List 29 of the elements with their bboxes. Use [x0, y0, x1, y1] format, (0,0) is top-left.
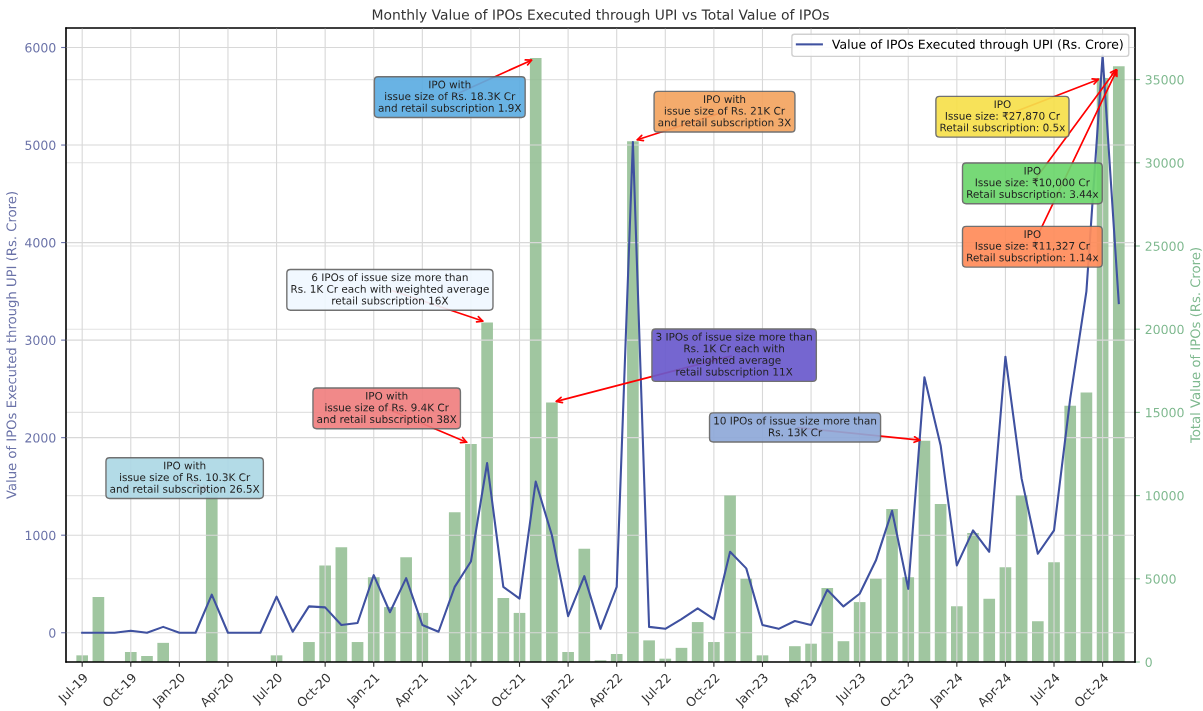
annotation: IPO with issue size of Rs. 10.3K Cr and retail subscription 26.5X	[110, 461, 260, 495]
y2-tick-label: 30000	[1145, 158, 1184, 168]
y-tick-label: 2000	[25, 433, 56, 443]
annotation: IPO Issue size: ₹10,000 Cr Retail subscription: 3.44x	[967, 166, 1099, 201]
y2-tick-label: 20000	[1145, 324, 1184, 335]
annotation: IPO with issue size of Rs. 9.4K Cr and retail subscription 38X	[317, 391, 457, 426]
annotation: IPO Issue size: ₹27,870 Cr Retail subscription: 0.5x	[940, 100, 1066, 134]
annotation: IPO with issue size of Rs. 21K Cr and retail subscription 3X	[658, 94, 791, 129]
annotation: IPO with issue size of Rs. 18.3K Cr and retail subscription 1.9X	[378, 80, 522, 114]
y2-tick-label: 35000	[1145, 75, 1184, 85]
y2-tick-label: 15000	[1146, 407, 1184, 418]
y-tick-label: 5000	[25, 140, 56, 150]
annotation: 3 IPOs of issue size more than Rs. 1K Cr each with weighted average retail subscription 11X	[656, 332, 812, 378]
y-tick-label: 6000	[25, 42, 56, 53]
y2-tick-label: 5000	[1145, 574, 1176, 584]
y-tick-label: 0	[49, 628, 56, 638]
y2-tick-label: 25000	[1145, 241, 1184, 251]
annotation: 6 IPOs of issue size more than Rs. 1K Cr each with weighted average retail subscription 16X	[291, 273, 489, 307]
y2-tick-label: 0	[1145, 657, 1152, 667]
y2-axis-title: Total Value of IPOs (Rs. Crore)	[1190, 248, 1202, 444]
y2-tick-label: 10000	[1146, 491, 1184, 501]
annotation: IPO Issue size: ₹11,327 Cr Retail subscription: 1.14x	[967, 230, 1099, 264]
y-axis-title: Value of IPOs Executed through UPI (Rs. Crore)	[6, 192, 19, 499]
y-tick-label: 1000	[25, 530, 56, 541]
legend-label: Value of IPOs Executed through UPI (Rs. Crore)	[831, 39, 1123, 52]
y-tick-label: 3000	[25, 335, 56, 346]
y-tick-label: 4000	[25, 238, 56, 248]
annotation: 10 IPOs of issue size more than Rs. 13K Cr	[714, 416, 877, 437]
chart-title: Monthly Value of IPOs Executed through UPI vs Total Value of IPOs	[372, 9, 829, 23]
